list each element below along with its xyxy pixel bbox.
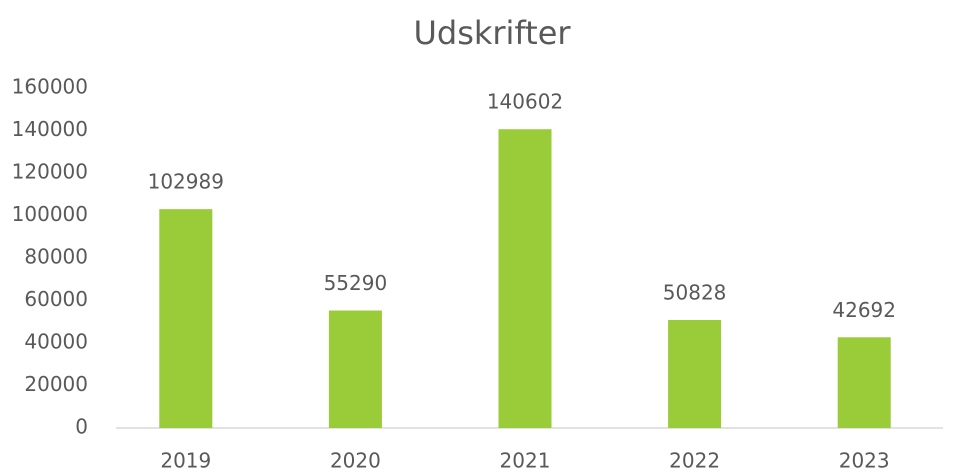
bar: [159, 209, 213, 428]
y-tick-label: 120000: [12, 160, 88, 184]
data-label: 50828: [663, 280, 727, 304]
y-tick-label: 80000: [24, 245, 88, 269]
data-label: 102989: [148, 170, 224, 194]
bar: [498, 129, 552, 428]
x-tick-label: 2020: [330, 449, 381, 473]
bar: [328, 310, 382, 428]
y-tick-label: 100000: [12, 202, 88, 226]
data-label: 42692: [832, 298, 896, 322]
data-label: 140602: [487, 90, 563, 114]
y-tick-label: 40000: [24, 330, 88, 354]
y-tick-label: 20000: [24, 372, 88, 396]
bar: [668, 319, 722, 428]
x-tick-label: 2021: [500, 449, 551, 473]
x-tick-label: 2023: [839, 449, 890, 473]
x-tick-label: 2019: [160, 449, 211, 473]
chart-title: Udskrifter: [413, 14, 571, 52]
bar: [837, 337, 891, 428]
data-label: 55290: [324, 271, 388, 295]
y-tick-label: 60000: [24, 287, 88, 311]
y-tick-label: 160000: [12, 75, 88, 99]
y-tick-label: 140000: [12, 117, 88, 141]
y-tick-label: 0: [75, 415, 88, 439]
x-tick-label: 2022: [669, 449, 720, 473]
